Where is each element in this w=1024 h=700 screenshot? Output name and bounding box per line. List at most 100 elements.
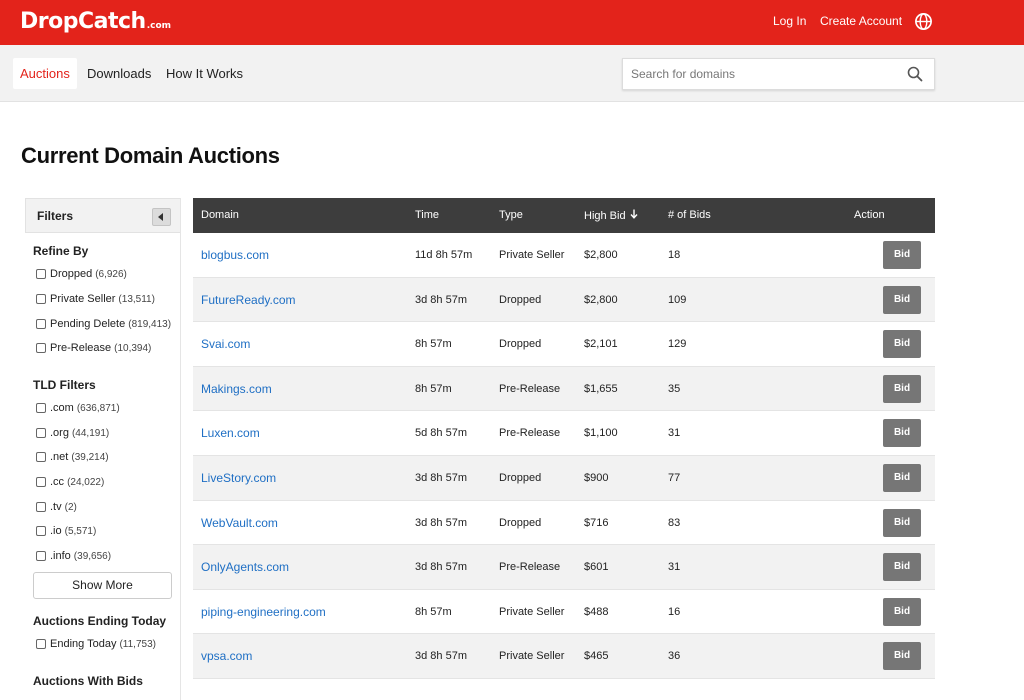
bid-count: 109: [668, 293, 687, 306]
auction-type: Dropped: [499, 471, 542, 484]
filter-tld-net[interactable]: .net (39,214): [36, 451, 109, 463]
bid-count: 18: [668, 249, 681, 261]
time-left: 3d 8h 57m: [415, 293, 467, 306]
domain-link[interactable]: Svai.com: [201, 337, 251, 352]
bid-button[interactable]: Bid: [883, 374, 921, 403]
filter-private-seller[interactable]: Private Seller (13,511): [36, 293, 155, 305]
bid-button[interactable]: Bid: [883, 419, 921, 448]
with-bids-title: Auctions With Bids: [33, 674, 143, 688]
filters-sidebar: Filters Refine By Dropped (6,926) Private…: [25, 198, 181, 700]
auction-type: Pre-Release: [499, 427, 561, 440]
filter-tld-tv[interactable]: .tv (2): [36, 501, 77, 513]
domain-link[interactable]: vpsa.com: [201, 649, 253, 664]
filter-tld-cc[interactable]: .cc (24,022): [36, 476, 104, 488]
domain-link[interactable]: Luxen.com: [201, 426, 260, 441]
tab-how-it-works[interactable]: How It Works: [166, 66, 244, 81]
checkbox[interactable]: [36, 294, 46, 304]
filter-tld-com[interactable]: .com (636,871): [36, 402, 120, 414]
show-more-button[interactable]: Show More: [33, 572, 172, 599]
filter-label: .io: [50, 525, 62, 537]
checkbox[interactable]: [36, 551, 46, 561]
refine-by-title: Refine By: [33, 244, 89, 258]
checkbox[interactable]: [36, 452, 46, 462]
domain-link[interactable]: blogbus.com: [201, 248, 270, 262]
high-bid: $1,100: [584, 427, 618, 440]
filter-count: (10,394): [114, 342, 152, 354]
bid-button[interactable]: Bid: [883, 285, 921, 314]
globe-icon[interactable]: [914, 12, 933, 31]
checkbox[interactable]: [36, 502, 46, 512]
bid-count: 77: [668, 471, 681, 484]
filter-label: Private Seller: [50, 293, 116, 305]
column-header-bids[interactable]: # of Bids: [668, 209, 711, 221]
table-header: Domain Time Type High Bid # of Bids Acti…: [193, 198, 935, 233]
filter-tld-info[interactable]: .info (39,656): [36, 550, 111, 562]
bid-count: 36: [668, 650, 681, 663]
column-header-time[interactable]: Time: [415, 209, 440, 221]
search-input[interactable]: [623, 59, 893, 89]
filter-count: (39,656): [73, 550, 112, 562]
high-bid: $2,800: [584, 249, 618, 261]
collapse-sidebar-button[interactable]: [152, 208, 171, 226]
login-link[interactable]: Log In: [773, 14, 807, 28]
checkbox[interactable]: [36, 526, 46, 536]
auctions-table: Domain Time Type High Bid # of Bids Acti…: [193, 198, 935, 679]
bid-button[interactable]: Bid: [883, 642, 921, 671]
domain-link[interactable]: piping-engineering.com: [201, 604, 326, 619]
filter-tld-io[interactable]: .io (5,571): [36, 525, 96, 537]
time-left: 11d 8h 57m: [415, 249, 473, 261]
filter-count: (636,871): [76, 402, 120, 414]
filter-pre-release[interactable]: Pre-Release (10,394): [36, 342, 151, 354]
domain-link[interactable]: LiveStory.com: [201, 470, 277, 485]
filter-pending-delete[interactable]: Pending Delete (819,413): [36, 318, 171, 330]
filter-tld-org[interactable]: .org (44,191): [36, 427, 109, 439]
bid-button[interactable]: Bid: [883, 597, 921, 626]
tab-downloads[interactable]: Downloads: [87, 66, 152, 81]
high-bid: $1,655: [584, 382, 618, 395]
column-header-domain[interactable]: Domain: [201, 209, 239, 221]
bid-button[interactable]: Bid: [883, 330, 921, 359]
auction-type: Dropped: [499, 293, 542, 306]
bid-button[interactable]: Bid: [883, 463, 921, 492]
create-account-link[interactable]: Create Account: [820, 14, 903, 28]
ending-today-title: Auctions Ending Today: [33, 614, 167, 628]
checkbox[interactable]: [36, 319, 46, 329]
dropcatch-logo[interactable]: DropCatch.com: [20, 9, 171, 34]
checkbox[interactable]: [36, 639, 46, 649]
search-icon[interactable]: [907, 66, 923, 82]
time-left: 3d 8h 57m: [415, 516, 467, 529]
filter-ending-today[interactable]: Ending Today (11,753): [36, 638, 156, 650]
checkbox[interactable]: [36, 403, 46, 413]
bid-button[interactable]: Bid: [883, 508, 921, 537]
bid-button[interactable]: Bid: [883, 553, 921, 582]
checkbox[interactable]: [36, 269, 46, 279]
domain-link[interactable]: WebVault.com: [201, 515, 278, 530]
filter-label: .com: [50, 402, 74, 414]
filters-header: Filters: [25, 198, 180, 233]
filter-count: (44,191): [71, 427, 110, 439]
filter-dropped[interactable]: Dropped (6,926): [36, 268, 127, 280]
checkbox[interactable]: [36, 343, 46, 353]
auction-type: Pre-Release: [499, 561, 561, 574]
auction-type: Private Seller: [499, 650, 565, 663]
domain-link[interactable]: Makings.com: [201, 381, 272, 396]
filter-label: .cc: [50, 476, 65, 488]
logo-text: DropCatch: [20, 9, 146, 34]
bid-button[interactable]: Bid: [883, 241, 921, 269]
column-header-action: Action: [854, 209, 885, 221]
column-header-high-bid[interactable]: High Bid: [584, 209, 638, 222]
domain-link[interactable]: FutureReady.com: [201, 292, 296, 307]
checkbox[interactable]: [36, 428, 46, 438]
sort-down-icon: [630, 209, 638, 219]
column-header-type[interactable]: Type: [499, 209, 523, 221]
checkbox[interactable]: [36, 477, 46, 487]
table-row: Makings.com 8h 57m Pre-Release $1,655 35 Bid: [193, 366, 935, 412]
tab-auctions[interactable]: Auctions: [13, 58, 77, 89]
auction-type: Pre-Release: [499, 382, 561, 395]
high-bid: $900: [584, 471, 609, 484]
domain-link[interactable]: OnlyAgents.com: [201, 560, 290, 575]
filter-count: (5,571): [64, 525, 97, 537]
time-left: 8h 57m: [415, 338, 452, 351]
filter-label: Pending Delete: [50, 318, 126, 330]
filter-label: .org: [50, 427, 69, 439]
